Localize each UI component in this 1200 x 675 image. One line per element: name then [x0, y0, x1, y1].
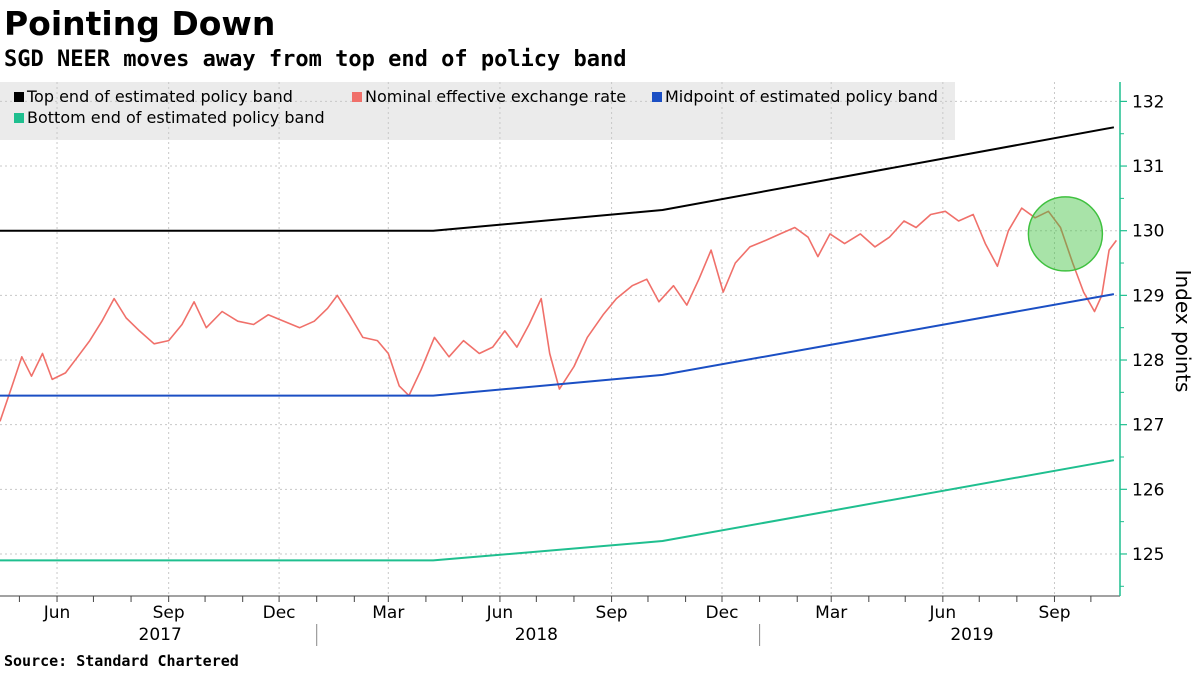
grid-lines — [0, 82, 1120, 596]
legend-label: Bottom end of estimated policy band — [27, 108, 325, 127]
legend-label: Nominal effective exchange rate — [365, 87, 626, 106]
legend: Top end of estimated policy band Nominal … — [14, 87, 938, 127]
legend-box — [0, 82, 955, 140]
y-tick-label: 132 — [1132, 92, 1164, 112]
series-line-1 — [0, 207, 1118, 422]
legend-swatch — [14, 113, 24, 123]
legend-label: Top end of estimated policy band — [26, 87, 293, 106]
legend-swatch — [14, 92, 24, 102]
x-tick-label: Sep — [1038, 603, 1070, 623]
highlight-layer — [1027, 196, 1104, 272]
x-tick-label: Sep — [596, 603, 628, 623]
x-tick-label: Sep — [153, 603, 185, 623]
y-tick-label: 130 — [1132, 222, 1164, 242]
x-tick-label: Dec — [263, 603, 296, 623]
x-tick-label: Mar — [372, 603, 404, 623]
x-year-label: 2019 — [950, 625, 993, 645]
legend-swatch — [352, 92, 362, 102]
y-tick-label: 127 — [1132, 416, 1164, 436]
x-year-label: 2018 — [515, 625, 558, 645]
chart-subtitle: SGD NEER moves away from top end of poli… — [4, 47, 627, 72]
x-tick-label: Jun — [929, 603, 957, 623]
y-axis-label: Index points — [1171, 270, 1195, 393]
y-tick-label: 131 — [1132, 157, 1164, 177]
series-line-0 — [0, 126, 1115, 232]
y-tick-label: 125 — [1132, 545, 1164, 565]
x-tick-label: Jun — [486, 603, 514, 623]
legend-label: Midpoint of estimated policy band — [665, 87, 938, 106]
y-tick-label: 128 — [1132, 351, 1164, 371]
series-line-3 — [0, 459, 1115, 562]
x-tick-label: Jun — [43, 603, 71, 623]
axes: 125 126 127 128 129 130 131 132 Jun Sep Dec Mar Jun S… — [0, 82, 1164, 646]
y-tick-label: 126 — [1132, 480, 1164, 500]
x-year-label: 2017 — [139, 625, 182, 645]
highlight-circle — [1027, 196, 1104, 272]
series-line-2 — [0, 293, 1115, 397]
x-tick-label: Mar — [815, 603, 847, 623]
legend-swatch — [652, 92, 662, 102]
y-tick-label: 129 — [1132, 286, 1164, 306]
chart-title: Pointing Down — [4, 4, 276, 43]
source-note: Source: Standard Chartered — [4, 652, 239, 670]
series-layer — [0, 126, 1118, 562]
x-tick-label: Dec — [706, 603, 739, 623]
y-axis-label-layer: Index points — [1171, 270, 1195, 393]
